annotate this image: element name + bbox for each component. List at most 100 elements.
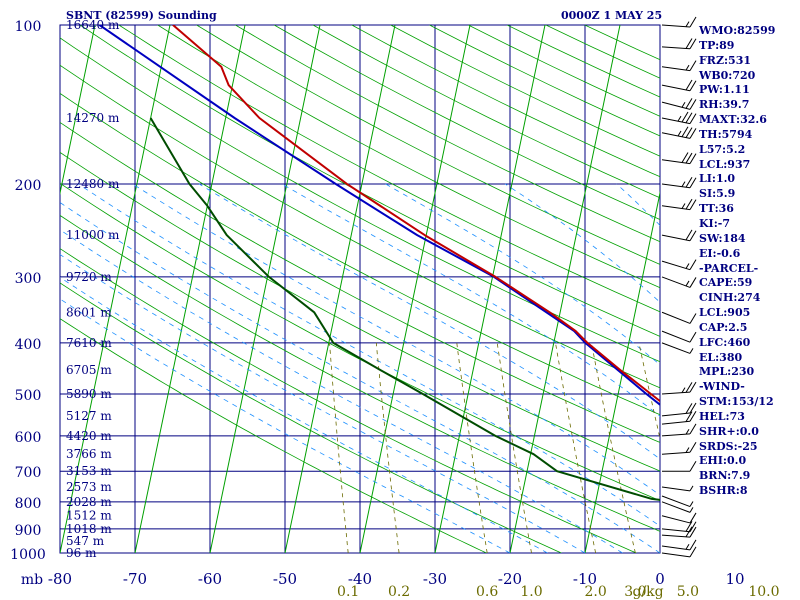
mixing-ratio-label: 2.0: [585, 584, 607, 600]
wind-barb: [661, 126, 697, 139]
sounding-index: TT:36: [699, 202, 734, 216]
sounding-index: CAPE:59: [699, 276, 753, 290]
dry-adiabat: [235, 25, 660, 243]
sounding-indices: WMO:82599 TP:89 FRZ:531 WB0:720 PW:1.11 RH:39…: [699, 24, 775, 499]
grid: [59, 24, 661, 554]
sounding-index: STM:153/12: [699, 395, 774, 409]
isotherm: [509, 25, 621, 553]
height-label: 9720 m: [66, 270, 112, 284]
sounding-index: EHI:0.0: [699, 454, 747, 468]
height-label: 5127 m: [66, 409, 112, 423]
dry-adiabat: [60, 121, 660, 443]
sounding-index: LCL:937: [699, 157, 751, 171]
height-label: 14270 m: [66, 111, 120, 125]
mixing-ratio-label: 10.0: [748, 584, 779, 600]
dry-adiabat: [157, 25, 660, 289]
wind-barb: [661, 495, 694, 508]
temperature-tick-label: 10: [725, 570, 744, 588]
wind-barb: [661, 521, 697, 533]
mixing-ratio-line: [375, 342, 400, 553]
sounding-index: MAXT:32.6: [699, 113, 767, 127]
height-label: 6705 m: [66, 363, 112, 377]
wind-barb: [661, 442, 697, 455]
height-label: 1018 m: [66, 522, 112, 536]
observation-time: 0000Z 1 MAY 25: [561, 9, 663, 22]
mixing-ratio-line: [456, 342, 488, 553]
wind-barb: [661, 526, 697, 538]
height-label: 2573 m: [66, 480, 112, 494]
temperature-tick-label: 0: [655, 570, 665, 588]
pressure-tick-label: 500: [15, 388, 42, 404]
wind-barb: [661, 402, 697, 417]
mixing-ratio-label: 0.6: [476, 584, 498, 600]
isotherm: [134, 25, 246, 553]
sounding-index: EL:380: [699, 350, 743, 364]
sounding-index: L57:5.2: [699, 142, 746, 156]
wind-barb: [661, 111, 697, 125]
height-label: 2028 m: [66, 495, 112, 509]
temperature-tick-label: -30: [423, 570, 447, 588]
sounding-index: HEL:73: [699, 409, 745, 423]
dry-adiabat: [60, 248, 637, 553]
isotherm: [209, 25, 321, 553]
wind-barb: [661, 79, 697, 92]
dry-adiabat: [79, 25, 660, 337]
pressure-tick-label: 400: [15, 337, 42, 353]
parcel-trace: [98, 25, 660, 406]
pressure-tick-label: 300: [15, 271, 42, 287]
mixing-ratio-label: 1.0: [520, 584, 542, 600]
sounding-index: -WIND-: [699, 380, 745, 394]
wind-barb: [661, 98, 697, 110]
mixing-ratio-line: [329, 342, 349, 553]
sounding-index: PW:1.11: [699, 83, 750, 97]
wind-barbs: [661, 16, 697, 558]
wind-barb: [661, 485, 694, 492]
temperature-tick-label: -20: [498, 570, 522, 588]
pressure-tick-label: 200: [15, 178, 42, 194]
sounding-index: BSHR:8: [699, 484, 748, 498]
sounding-index: TP:89: [699, 38, 735, 52]
mixing-ratio-line: [591, 342, 636, 553]
wind-barb: [661, 311, 697, 324]
moist-adiabats: [60, 183, 660, 553]
mixing-ratio-label: 5.0: [677, 584, 699, 600]
mixing-ratio-unit: g/kg: [632, 584, 663, 600]
moist-adiabat: [385, 183, 660, 366]
moist-adiabat: [60, 298, 511, 553]
mixing-ratio-label: 0.2: [388, 584, 410, 600]
wind-barb: [661, 330, 697, 343]
sounding-index: LFC:460: [699, 335, 751, 349]
sounding-index: FRZ:531: [699, 53, 752, 67]
height-label: 96 m: [66, 546, 97, 560]
dry-adiabat: [60, 37, 660, 363]
dry-adiabats: [60, 25, 660, 553]
isotherm: [434, 25, 546, 553]
mixing-ratio-label: 0.1: [337, 584, 359, 600]
dry-adiabat: [118, 25, 660, 313]
height-label: 11000 m: [66, 228, 120, 242]
height-label: 16640 m: [66, 18, 120, 32]
wind-barb: [661, 410, 697, 425]
isotherm: [359, 25, 471, 553]
sounding-index: CAP:2.5: [699, 320, 748, 334]
sounding-index: RH:39.7: [699, 98, 750, 112]
pressure-unit-label: mb: [21, 572, 43, 588]
wind-barb: [661, 60, 697, 72]
moist-adiabat: [132, 183, 660, 496]
temperature-tick-label: -40: [348, 570, 372, 588]
sounding-index: SW:184: [699, 231, 746, 245]
sounding-index: LCL:905: [699, 306, 751, 320]
mixing-ratio-line: [496, 342, 532, 553]
wind-barb: [661, 176, 697, 189]
height-label: 5890 m: [66, 387, 112, 401]
mixing-ratio-line: [781, 343, 800, 553]
sounding-index: SI:5.9: [699, 187, 736, 201]
sounding-index: EI:-0.6: [699, 246, 741, 260]
wind-barb: [661, 539, 697, 551]
wind-barb: [661, 198, 697, 211]
height-label: 3766 m: [66, 447, 112, 461]
sounding-index: SHR+:0.0: [699, 424, 759, 438]
wind-barb: [661, 546, 697, 558]
height-labels: 16640 m 14270 m 12480 m 11000 m 9720 m 8601 m…: [66, 18, 120, 560]
